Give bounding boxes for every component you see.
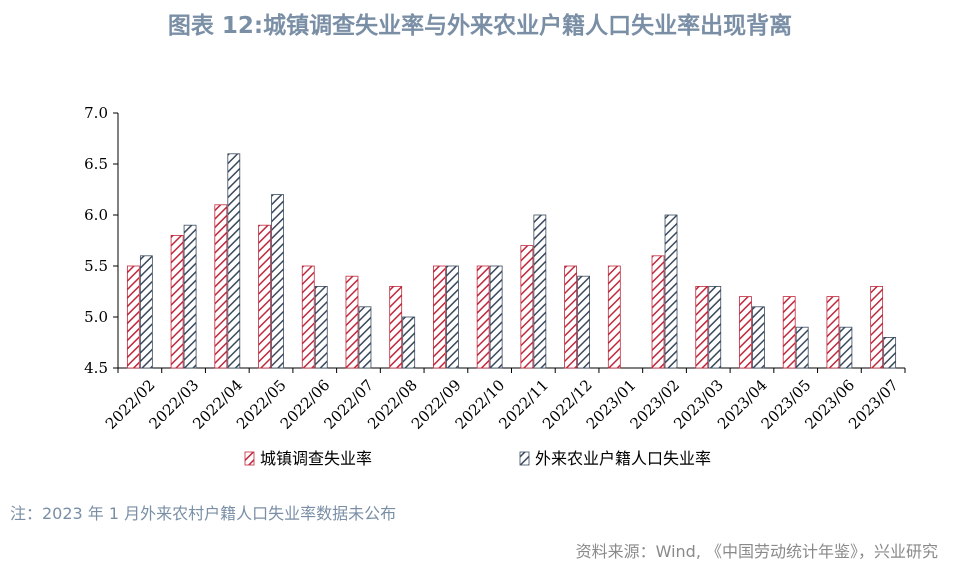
bar-urban-rate xyxy=(301,265,315,369)
bar-migrant-rate xyxy=(883,336,897,369)
y-tick-label: 6.0 xyxy=(84,206,108,224)
bar-urban-rate xyxy=(826,296,840,369)
bar-urban-rate xyxy=(433,265,446,369)
bar-urban-rate xyxy=(345,275,359,369)
bar-migrant-rate xyxy=(752,306,765,369)
footnote: 注：2023 年 1 月外来农村户籍人口失业率数据未公布 xyxy=(10,504,397,523)
bar-urban-rate xyxy=(170,234,184,369)
bar-urban-rate xyxy=(520,245,534,369)
bar-migrant-rate xyxy=(795,326,809,369)
bar-migrant-rate xyxy=(533,214,547,369)
bars xyxy=(126,153,897,369)
y-tick-label: 7.0 xyxy=(84,104,108,122)
bar-migrant-rate xyxy=(446,265,459,369)
bar-migrant-rate xyxy=(577,275,590,369)
source-text: 资料来源：Wind, 《中国劳动统计年鉴》，兴业研究 xyxy=(575,542,938,561)
bar-migrant-rate xyxy=(183,224,197,369)
bar-urban-rate xyxy=(739,296,752,369)
bar-chart: 7.06.56.05.55.04.52022/022022/032022/042… xyxy=(84,104,906,468)
bar-urban-rate xyxy=(564,265,577,369)
y-tick-label: 5.5 xyxy=(84,257,108,275)
bar-migrant-rate xyxy=(271,194,284,369)
bar-migrant-rate xyxy=(402,316,416,369)
bar-migrant-rate xyxy=(227,153,241,369)
bar-migrant-rate xyxy=(489,265,503,369)
y-tick-label: 4.5 xyxy=(84,359,108,377)
bar-urban-rate xyxy=(870,285,884,369)
y-tick-label: 6.5 xyxy=(84,155,108,173)
bar-urban-rate xyxy=(258,224,271,369)
bar-urban-rate xyxy=(651,255,665,369)
bar-migrant-rate xyxy=(664,214,678,369)
bar-migrant-rate xyxy=(839,326,853,369)
chart-title: 图表 12:城镇调查失业率与外来农业户籍人口失业率出现背离 xyxy=(167,13,793,39)
legend-label: 外来农业户籍人口失业率 xyxy=(535,449,711,468)
bar-migrant-rate xyxy=(358,306,372,369)
y-tick-label: 5.0 xyxy=(84,308,108,326)
bar-urban-rate xyxy=(126,265,140,369)
legend-label: 城镇调查失业率 xyxy=(260,449,372,468)
bar-migrant-rate xyxy=(139,255,153,369)
bar-urban-rate xyxy=(476,265,490,369)
legend-swatch xyxy=(519,451,530,466)
bar-urban-rate xyxy=(607,265,621,369)
legend-swatch xyxy=(244,451,255,466)
bar-migrant-rate xyxy=(708,285,722,369)
bar-migrant-rate xyxy=(314,285,328,369)
bar-urban-rate xyxy=(214,204,228,369)
bar-urban-rate xyxy=(695,285,709,369)
bar-urban-rate xyxy=(389,285,403,369)
legend: 城镇调查失业率 外来农业户籍人口失业率 xyxy=(244,449,711,468)
bar-urban-rate xyxy=(782,296,796,369)
